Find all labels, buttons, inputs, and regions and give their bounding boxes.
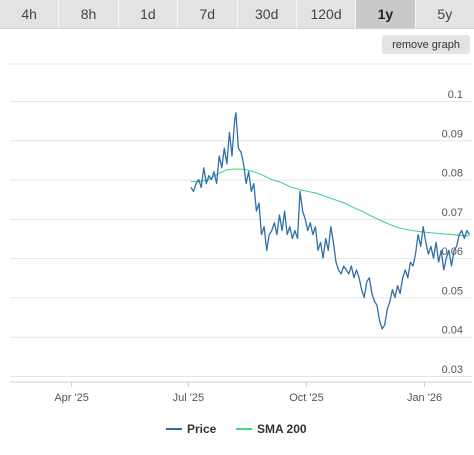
- y-tick-label: 0.03: [442, 364, 463, 376]
- tab-1d[interactable]: 1d: [118, 0, 179, 29]
- y-tick-label: 0.06: [442, 246, 463, 258]
- x-tick-label: Jan '26: [407, 392, 442, 404]
- price-line: [190, 112, 470, 330]
- y-tick-label: 0.04: [442, 325, 463, 337]
- sma-200-line: [190, 168, 470, 237]
- tab-5y[interactable]: 5y: [415, 0, 474, 29]
- tab-1y[interactable]: 1y: [356, 0, 416, 29]
- tab-4h[interactable]: 4h: [0, 0, 60, 29]
- y-tick-label: 0.05: [442, 285, 463, 297]
- grid-lines: [10, 63, 472, 383]
- legend-sma-200-label[interactable]: SMA 200: [257, 422, 307, 436]
- time-range-tabs: 4h 8h 1d 7d 30d 120d 1y 5y: [0, 0, 474, 30]
- y-axis-ticks: 0.1 0.09 0.08 0.07 0.06 0.05 0.04 0.03: [442, 89, 463, 376]
- tab-7d[interactable]: 7d: [178, 0, 238, 29]
- y-tick-label: 0.1: [448, 89, 463, 101]
- y-tick-label: 0.08: [442, 168, 463, 180]
- x-tick-label: Apr '25: [54, 392, 89, 404]
- tab-8h[interactable]: 8h: [59, 0, 119, 29]
- y-tick-label: 0.09: [442, 128, 463, 140]
- x-tick-label: Oct '25: [289, 392, 324, 404]
- x-tick-label: Jul '25: [173, 392, 204, 404]
- chart-legend: Price SMA 200: [166, 422, 307, 436]
- tab-30d[interactable]: 30d: [237, 0, 297, 29]
- chart-series: [190, 112, 470, 330]
- y-tick-label: 0.07: [442, 207, 463, 219]
- x-axis-ticks: Apr '25 Jul '25 Oct '25 Jan '26: [54, 382, 442, 404]
- tab-120d[interactable]: 120d: [296, 0, 357, 29]
- legend-price-label[interactable]: Price: [187, 422, 217, 436]
- remove-graph-button[interactable]: remove graph: [382, 35, 470, 54]
